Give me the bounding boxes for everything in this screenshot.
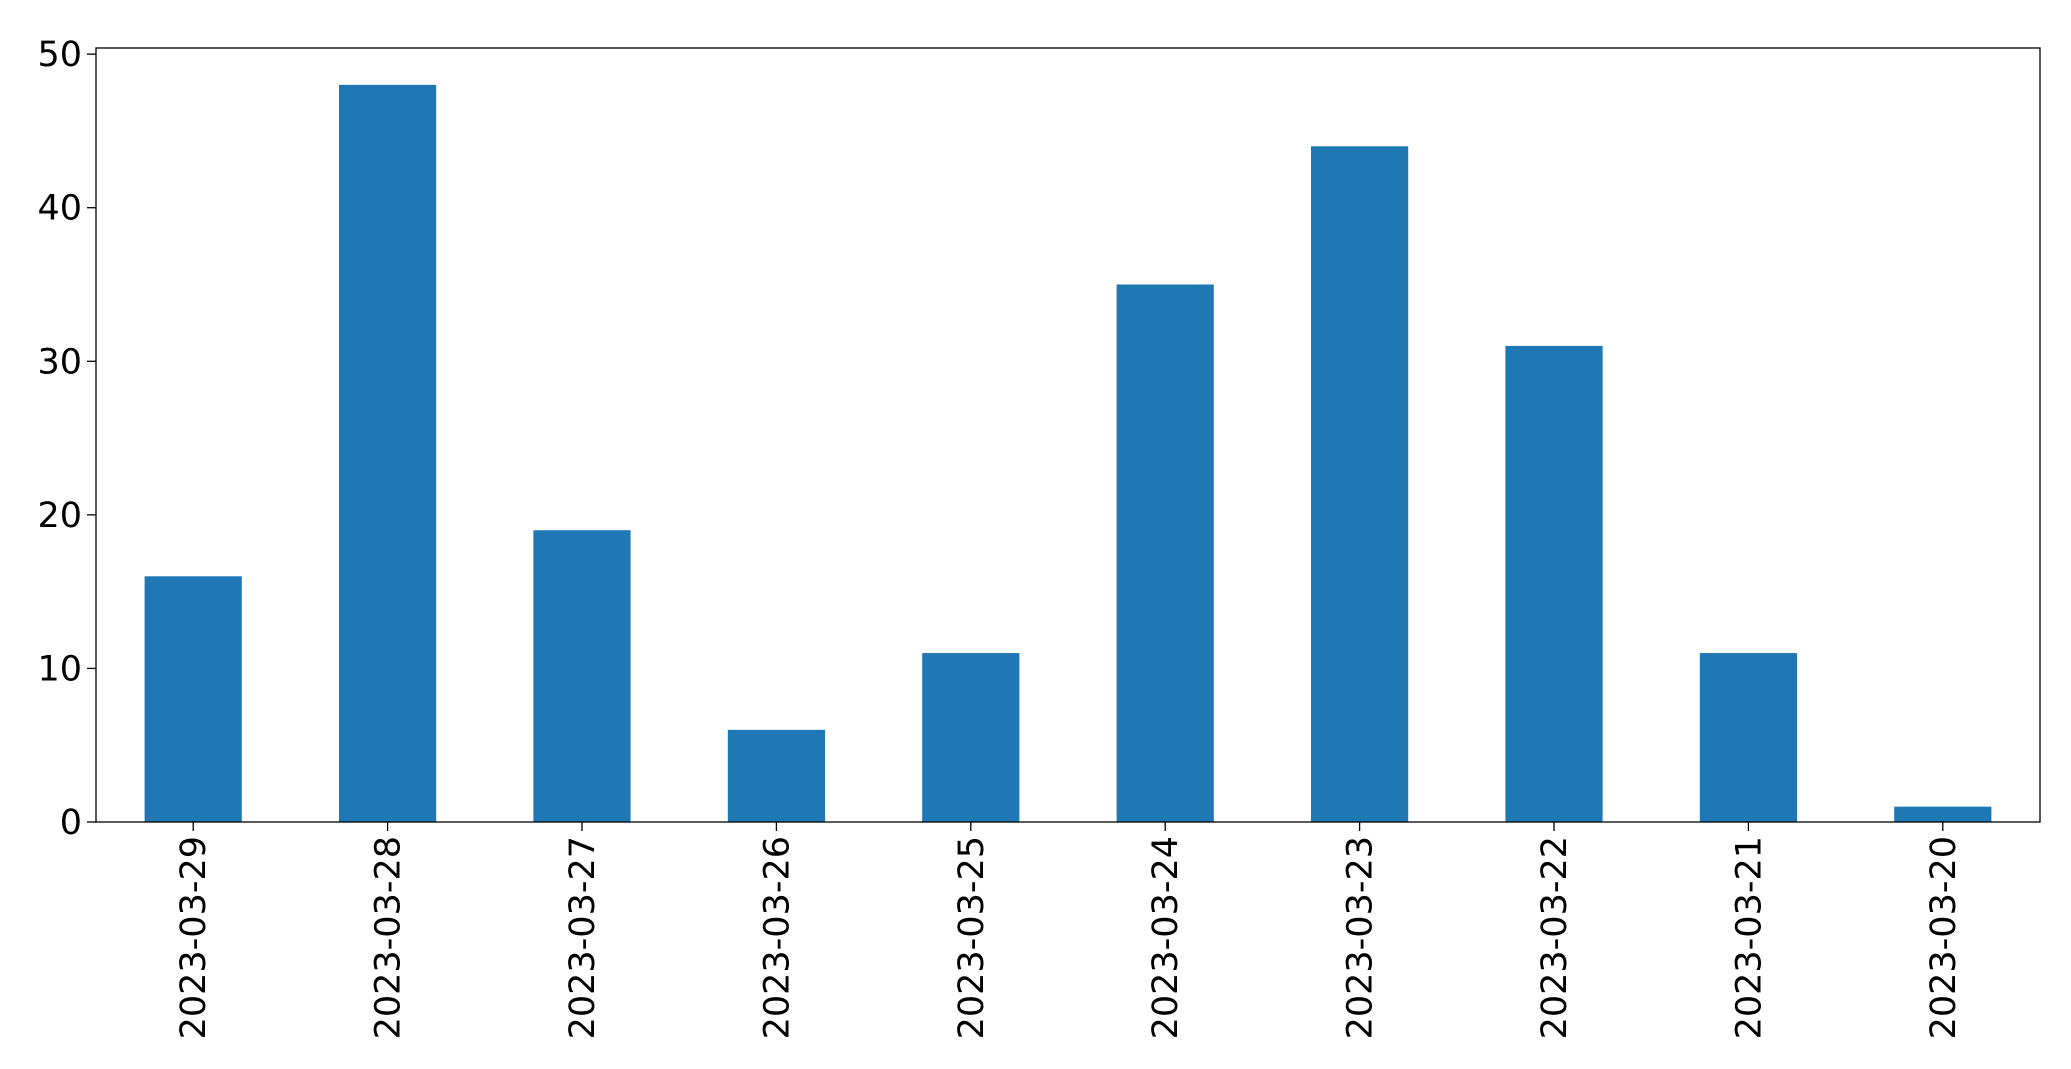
- bar: [533, 530, 631, 822]
- x-tick-label: 2023-03-24: [1146, 836, 1186, 1039]
- y-tick-label: 40: [37, 189, 82, 229]
- x-tick-label: 2023-03-26: [757, 836, 797, 1039]
- y-tick-label: 50: [37, 35, 82, 75]
- bar: [1894, 806, 1992, 822]
- bar: [727, 729, 825, 822]
- y-tick-label: 30: [37, 342, 82, 382]
- bar: [144, 576, 242, 822]
- x-tick-label: 2023-03-23: [1341, 836, 1381, 1039]
- y-tick-label: 0: [60, 803, 82, 843]
- y-tick-label: 10: [37, 649, 82, 689]
- x-tick-label: 2023-03-29: [174, 836, 214, 1039]
- bar: [339, 84, 437, 823]
- x-tick-label: 2023-03-21: [1729, 836, 1769, 1039]
- x-tick-label: 2023-03-27: [563, 836, 603, 1039]
- bar: [1505, 345, 1603, 822]
- x-tick-label: 2023-03-28: [369, 836, 409, 1039]
- plot-frame: [95, 47, 2041, 823]
- bar: [922, 653, 1020, 822]
- bar: [1699, 653, 1797, 822]
- bar: [1311, 146, 1409, 823]
- y-tick-label: 20: [37, 496, 82, 536]
- bar: [1116, 284, 1214, 822]
- x-tick-label: 2023-03-22: [1535, 836, 1575, 1039]
- x-tick-label: 2023-03-20: [1924, 836, 1964, 1039]
- x-tick-label: 2023-03-25: [952, 836, 992, 1039]
